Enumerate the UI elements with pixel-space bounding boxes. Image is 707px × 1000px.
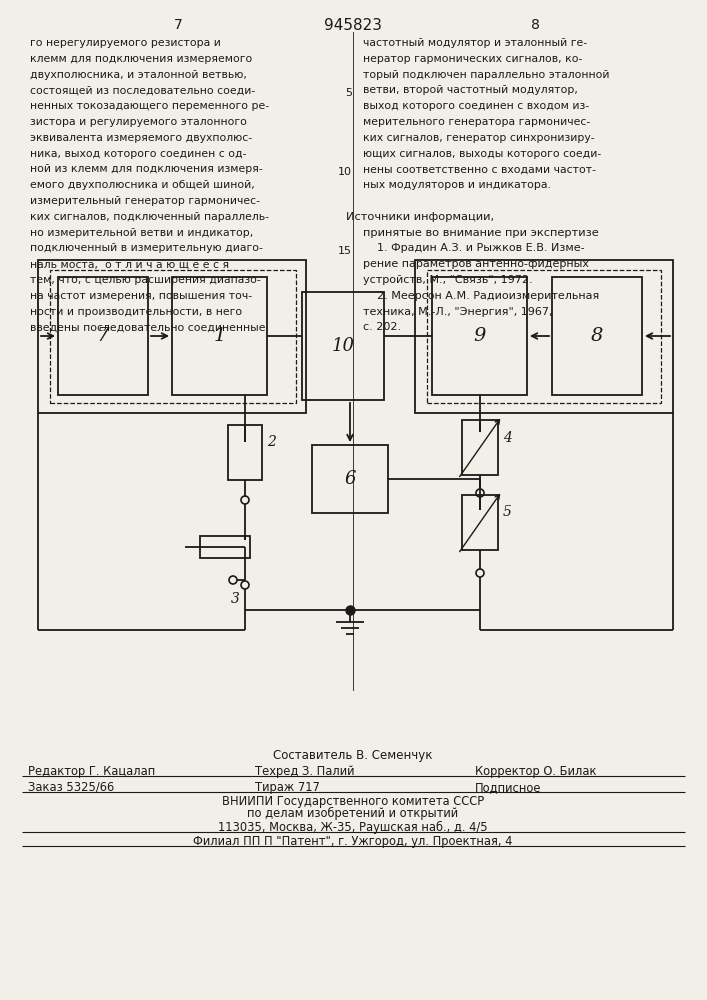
Text: торый подключен параллельно эталонной: торый подключен параллельно эталонной — [363, 70, 609, 80]
Text: ника, выход которого соединен с од-: ника, выход которого соединен с од- — [30, 149, 247, 159]
Text: ных модуляторов и индикатора.: ных модуляторов и индикатора. — [363, 180, 551, 190]
Text: 3: 3 — [230, 592, 240, 606]
Text: состоящей из последовательно соеди-: состоящей из последовательно соеди- — [30, 85, 255, 95]
Bar — [228, 425, 262, 480]
Bar — [427, 270, 661, 403]
Text: 8: 8 — [591, 327, 603, 345]
Bar — [312, 445, 388, 513]
Text: Техред З. Палий: Техред З. Палий — [255, 765, 354, 778]
Bar — [552, 277, 642, 395]
Text: емого двухполюсника и общей шиной,: емого двухполюсника и общей шиной, — [30, 180, 255, 190]
Text: 8: 8 — [530, 18, 539, 32]
Text: рение параметров антенно-фидерных: рение параметров антенно-фидерных — [363, 259, 589, 269]
Text: нератор гармонических сигналов, ко-: нератор гармонических сигналов, ко- — [363, 54, 583, 64]
Text: ности и производительности, в него: ности и производительности, в него — [30, 307, 242, 317]
Text: 2: 2 — [267, 436, 276, 450]
Text: ких сигналов, генератор синхронизиру-: ких сигналов, генератор синхронизиру- — [363, 133, 595, 143]
Bar — [462, 495, 498, 550]
Bar — [58, 277, 148, 395]
Text: техника, М.-Л., "Энергия", 1967,: техника, М.-Л., "Энергия", 1967, — [363, 307, 552, 317]
Text: частотный модулятор и эталонный ге-: частотный модулятор и эталонный ге- — [363, 38, 587, 48]
Text: 5: 5 — [503, 506, 512, 520]
Text: нены соответственно с входами частот-: нены соответственно с входами частот- — [363, 164, 596, 174]
Bar — [200, 536, 250, 558]
Bar — [50, 270, 296, 403]
Text: го нерегулируемого резистора и: го нерегулируемого резистора и — [30, 38, 221, 48]
Text: ветви, второй частотный модулятор,: ветви, второй частотный модулятор, — [363, 85, 578, 95]
Text: Редактор Г. Кацалап: Редактор Г. Кацалап — [28, 765, 156, 778]
Text: 7: 7 — [174, 18, 182, 32]
Text: на частот измерения, повышения точ-: на частот измерения, повышения точ- — [30, 291, 252, 301]
Text: тем, что, с целью расширения диапазо-: тем, что, с целью расширения диапазо- — [30, 275, 261, 285]
Text: 1: 1 — [214, 327, 226, 345]
Text: с. 202.: с. 202. — [363, 322, 401, 332]
Text: наль моста,  о т л и ч а ю щ е е с я: наль моста, о т л и ч а ю щ е е с я — [30, 259, 229, 269]
Bar — [432, 277, 527, 395]
Text: Тираж 717: Тираж 717 — [255, 781, 320, 794]
Bar — [38, 260, 306, 413]
Text: 945823: 945823 — [324, 18, 382, 33]
Bar — [302, 292, 384, 400]
Text: Источники информации,: Источники информации, — [346, 212, 494, 222]
Text: 7: 7 — [97, 327, 109, 345]
Text: подключенный в измерительную диаго-: подключенный в измерительную диаго- — [30, 243, 263, 253]
Text: 113035, Москва, Ж-35, Раушская наб., д. 4/5: 113035, Москва, Ж-35, Раушская наб., д. … — [218, 821, 488, 834]
Text: 15: 15 — [338, 246, 352, 256]
Text: Заказ 5325/66: Заказ 5325/66 — [28, 781, 115, 794]
Text: 1. Фрадин А.З. и Рыжков Е.В. Изме-: 1. Фрадин А.З. и Рыжков Е.В. Изме- — [363, 243, 585, 253]
Text: принятые во внимание при экспертизе: принятые во внимание при экспертизе — [363, 228, 599, 238]
Bar — [462, 420, 498, 475]
Text: эквивалента измеряемого двухполюс-: эквивалента измеряемого двухполюс- — [30, 133, 252, 143]
Text: ной из клемм для подключения измеря-: ной из клемм для подключения измеря- — [30, 164, 263, 174]
Text: Филиал ПП П "Патент", г. Ужгород, ул. Проектная, 4: Филиал ПП П "Патент", г. Ужгород, ул. Пр… — [193, 835, 513, 848]
Text: по делам изобретений и открытий: по делам изобретений и открытий — [247, 807, 459, 820]
Text: зистора и регулируемого эталонного: зистора и регулируемого эталонного — [30, 117, 247, 127]
Text: 10: 10 — [332, 337, 354, 355]
Text: 4: 4 — [503, 430, 512, 444]
Text: 10: 10 — [338, 167, 352, 177]
Text: устройств, М., "Связь", 1972.: устройств, М., "Связь", 1972. — [363, 275, 532, 285]
Text: выход которого соединен с входом из-: выход которого соединен с входом из- — [363, 101, 589, 111]
Text: но измерительной ветви и индикатор,: но измерительной ветви и индикатор, — [30, 228, 253, 238]
Text: 9: 9 — [473, 327, 486, 345]
Text: 6: 6 — [344, 470, 356, 488]
Bar — [415, 260, 673, 413]
Text: Подписное: Подписное — [475, 781, 542, 794]
Text: Корректор О. Билак: Корректор О. Билак — [475, 765, 597, 778]
Bar — [172, 277, 267, 395]
Text: введены последовательно соединенные: введены последовательно соединенные — [30, 322, 266, 332]
Text: 2. Меерсон А.М. Радиоизмерительная: 2. Меерсон А.М. Радиоизмерительная — [363, 291, 600, 301]
Text: ненных токозадающего переменного ре-: ненных токозадающего переменного ре- — [30, 101, 269, 111]
Text: ющих сигналов, выходы которого соеди-: ющих сигналов, выходы которого соеди- — [363, 149, 601, 159]
Text: мерительного генератора гармоничес-: мерительного генератора гармоничес- — [363, 117, 590, 127]
Text: двухполюсника, и эталонной ветвью,: двухполюсника, и эталонной ветвью, — [30, 70, 247, 80]
Text: измерительный генератор гармоничес-: измерительный генератор гармоничес- — [30, 196, 260, 206]
Text: ких сигналов, подключенный параллель-: ких сигналов, подключенный параллель- — [30, 212, 269, 222]
Text: Составитель В. Семенчук: Составитель В. Семенчук — [273, 749, 433, 762]
Text: ВНИИПИ Государственного комитета СССР: ВНИИПИ Государственного комитета СССР — [222, 795, 484, 808]
Text: клемм для подключения измеряемого: клемм для подключения измеряемого — [30, 54, 252, 64]
Text: 5: 5 — [345, 88, 352, 98]
